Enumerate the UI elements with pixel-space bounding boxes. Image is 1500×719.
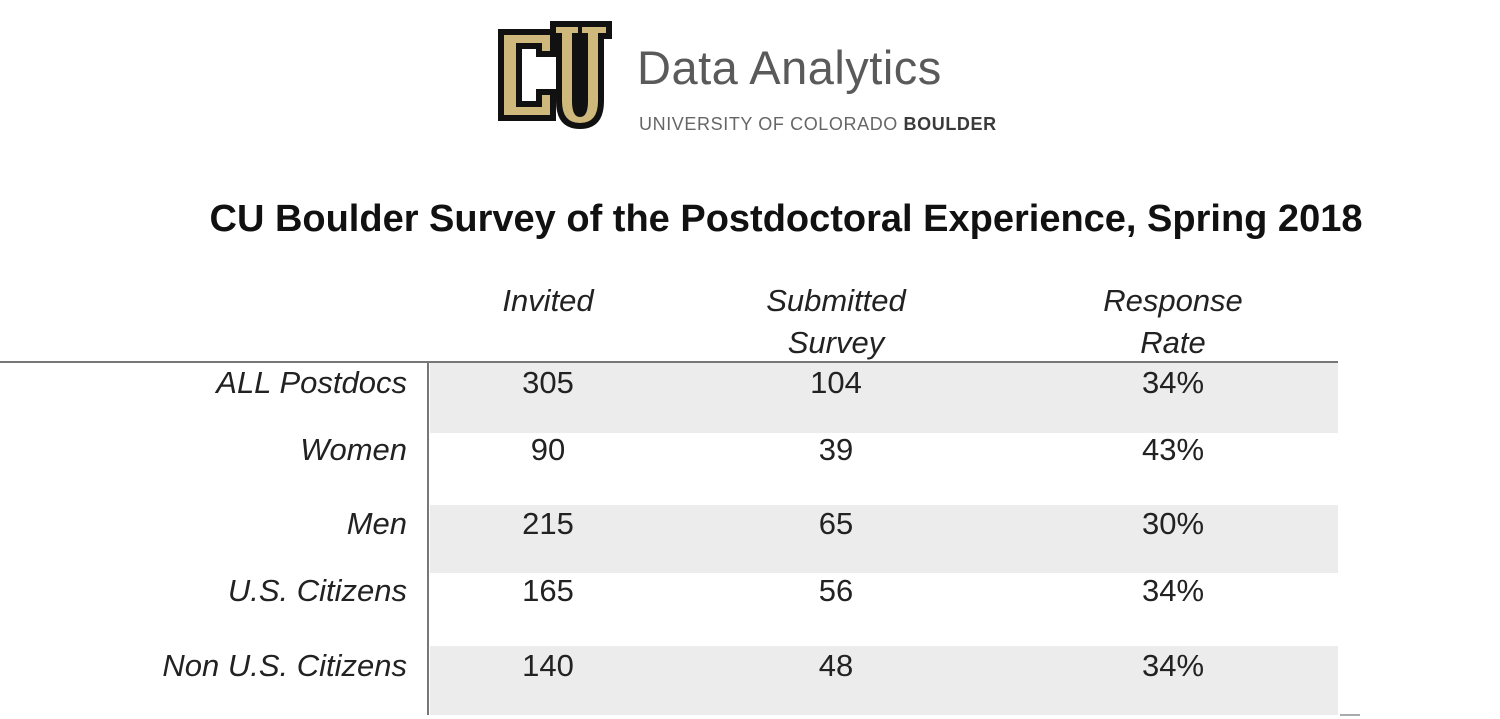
label-divider (427, 363, 429, 715)
column-header-line: Rate (1140, 325, 1206, 360)
cell-invited: 140 (522, 648, 574, 683)
header-divider (0, 361, 1338, 363)
row-label: U.S. Citizens (227, 573, 407, 608)
brand-subtitle: UNIVERSITY OF COLORADO BOULDER (639, 114, 997, 135)
table-end-mark (1340, 714, 1360, 716)
cell-submitted: 39 (818, 432, 854, 467)
row-label: ALL Postdocs (216, 365, 407, 400)
cell-invited: 305 (522, 365, 574, 400)
brand-subtitle-bold: BOULDER (903, 114, 997, 134)
column-header-submitted: Submitted Survey (726, 280, 946, 364)
cell-invited: 90 (530, 432, 566, 467)
row-label: Non U.S. Citizens (162, 648, 407, 683)
page-title: CU Boulder Survey of the Postdoctoral Ex… (209, 198, 1363, 240)
row-shade (430, 363, 1338, 433)
column-header-line: Survey (787, 325, 885, 360)
cell-rate: 34% (1141, 365, 1205, 400)
cell-submitted: 56 (818, 573, 854, 608)
cell-rate: 34% (1141, 648, 1205, 683)
cell-invited: 165 (522, 573, 574, 608)
column-header-rate: Response Rate (1063, 280, 1283, 364)
cell-rate: 30% (1141, 506, 1205, 541)
cell-submitted: 104 (810, 365, 862, 400)
cell-submitted: 65 (818, 506, 854, 541)
row-label: Men (346, 506, 407, 541)
column-header-line: Invited (502, 283, 594, 318)
brand-title: Data Analytics (637, 41, 942, 94)
cell-rate: 34% (1141, 573, 1205, 608)
row-label: Women (300, 432, 407, 467)
cell-rate: 43% (1141, 432, 1205, 467)
cu-logo (498, 21, 612, 129)
column-header-invited: Invited (438, 280, 658, 322)
column-header-line: Response (1103, 283, 1243, 318)
row-shade (430, 505, 1338, 573)
column-header-line: Submitted (766, 283, 906, 318)
row-shade (430, 646, 1338, 715)
cell-submitted: 48 (818, 648, 854, 683)
brand-subtitle-regular: UNIVERSITY OF COLORADO (639, 114, 904, 134)
cell-invited: 215 (522, 506, 574, 541)
